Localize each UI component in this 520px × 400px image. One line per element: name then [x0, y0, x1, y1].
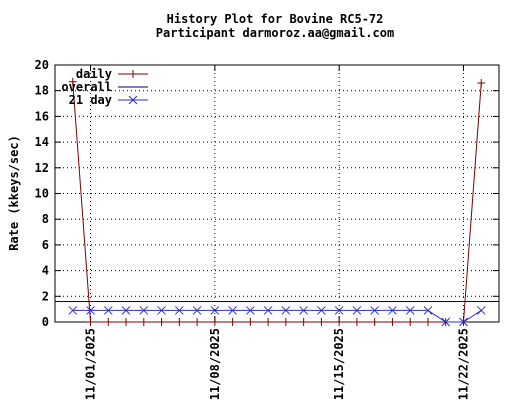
- data-point: [175, 318, 184, 326]
- data-point: [299, 306, 308, 315]
- data-point: [281, 306, 291, 315]
- data-point: [246, 306, 255, 315]
- legend-label: 21 day: [69, 93, 112, 107]
- data-point: [103, 306, 113, 315]
- legend-marker: [129, 70, 137, 78]
- series-1: [68, 77, 486, 326]
- chart-title: History Plot for Bovine RC5-72: [167, 12, 384, 26]
- x-tick-label: 11/08/2025: [208, 328, 222, 400]
- y-tick-label: 12: [35, 161, 49, 175]
- y-tick-label: 10: [35, 187, 49, 201]
- series-line: [72, 81, 482, 323]
- data-point: [104, 318, 113, 326]
- data-point: [334, 306, 344, 315]
- data-point: [210, 318, 219, 326]
- data-point: [157, 306, 166, 315]
- data-point: [122, 318, 131, 326]
- y-tick-label: 8: [42, 212, 49, 226]
- y-tick-label: 14: [35, 135, 49, 149]
- y-axis-label: Rate (kkeys/sec): [7, 135, 21, 251]
- data-point: [192, 306, 202, 315]
- data-point: [228, 306, 237, 315]
- data-point: [193, 318, 202, 326]
- data-point: [86, 306, 95, 315]
- data-point: [174, 306, 184, 315]
- data-point: [121, 306, 131, 315]
- x-tick-label: 11/22/2025: [456, 328, 470, 400]
- plot-frame: [54, 64, 500, 323]
- data-point: [139, 318, 148, 326]
- data-point: [228, 318, 237, 326]
- data-point: [263, 306, 273, 315]
- y-tick-label: 2: [42, 289, 49, 303]
- x-tick-label: 11/15/2025: [332, 328, 346, 400]
- y-axis-ticks: 0 2 4 6 8 10 12 14 16 18 20: [35, 58, 499, 329]
- data-point: [388, 306, 397, 315]
- data-point: [281, 318, 290, 326]
- x-tick-label: 11/01/2025: [84, 328, 98, 400]
- data-point: [405, 306, 415, 315]
- chart-subtitle: Participant darmoroz.aa@gmail.com: [156, 26, 394, 40]
- y-tick-label: 6: [42, 238, 49, 252]
- y-tick-label: 18: [35, 84, 49, 98]
- data-point: [86, 318, 95, 326]
- data-point: [388, 318, 397, 326]
- y-tick-label: 16: [35, 109, 49, 123]
- grid-lines: [55, 65, 499, 322]
- series-group: [55, 77, 499, 327]
- data-point: [317, 318, 326, 326]
- data-point: [299, 318, 308, 326]
- data-point: [459, 317, 468, 327]
- data-point: [335, 318, 344, 326]
- legend-marker: [128, 95, 138, 105]
- data-point: [476, 306, 486, 315]
- data-point: [246, 318, 255, 326]
- data-point: [139, 306, 149, 315]
- data-point: [370, 318, 379, 326]
- data-point: [477, 78, 486, 87]
- data-point: [352, 318, 361, 326]
- legend-label: daily: [76, 67, 112, 81]
- data-point: [423, 306, 433, 315]
- data-point: [352, 306, 362, 315]
- data-point: [441, 317, 451, 327]
- x-axis-ticks: 11/01/2025 11/08/2025 11/15/2025 11/22/2025: [84, 65, 470, 400]
- y-tick-label: 0: [42, 315, 49, 329]
- data-point: [210, 306, 220, 315]
- series-line: [72, 309, 482, 323]
- series-3: [68, 306, 486, 327]
- data-point: [406, 318, 415, 326]
- legend-label: overall: [61, 80, 112, 94]
- data-point: [68, 306, 78, 315]
- y-tick-label: 4: [42, 264, 49, 278]
- data-point: [370, 306, 380, 315]
- data-point: [68, 77, 77, 86]
- data-point: [157, 318, 166, 326]
- y-tick-label: 20: [35, 58, 49, 72]
- data-point: [423, 318, 432, 326]
- data-point: [264, 318, 273, 326]
- data-point: [317, 306, 326, 315]
